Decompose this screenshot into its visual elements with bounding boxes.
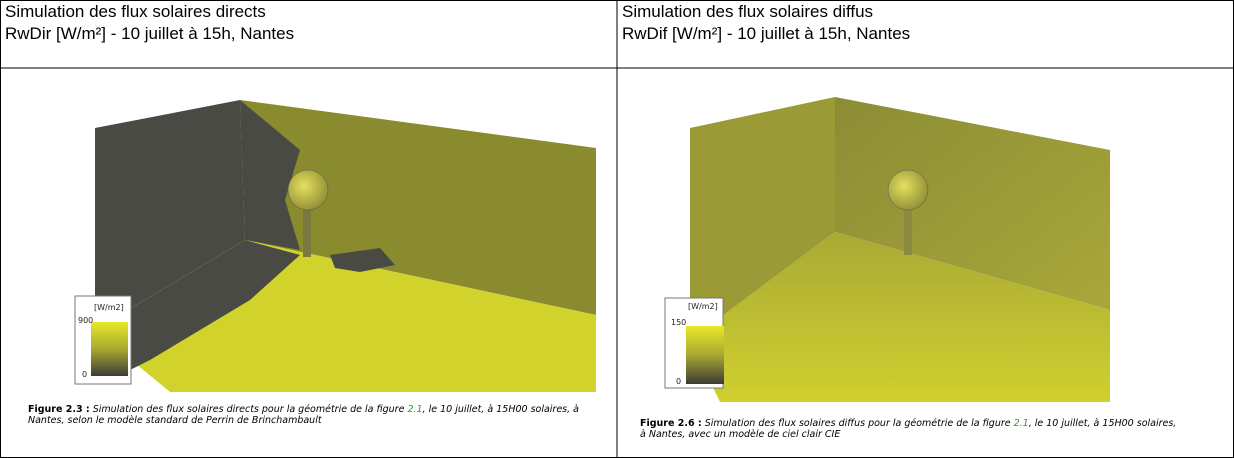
legend-max: 900 — [78, 316, 93, 325]
caption-text: Simulation des flux solaires directs pou… — [93, 404, 408, 415]
legend-min: 0 — [676, 377, 681, 386]
document-table — [0, 0, 1234, 458]
caption-label: Figure 2.6 : — [640, 418, 702, 429]
legend-min: 0 — [82, 370, 87, 379]
legend-unit: [W/m2] — [688, 302, 718, 311]
caption-ref[interactable]: 2.1 — [407, 404, 422, 415]
figure-caption: Figure 2.3 : Simulation des flux solaire… — [28, 404, 588, 426]
cell-title: Simulation des flux solaires directs — [5, 2, 266, 22]
cell-subtitle: RwDir [W/m²] - 10 juillet à 15h, Nantes — [5, 24, 294, 44]
figure-caption: Figure 2.6 : Simulation des flux solaire… — [640, 418, 1180, 440]
cell-title: Simulation des flux solaires diffus — [622, 2, 873, 22]
caption-label: Figure 2.3 : — [28, 404, 90, 415]
legend-max: 150 — [671, 318, 686, 327]
cell-subtitle: RwDif [W/m²] - 10 juillet à 15h, Nantes — [622, 24, 910, 44]
caption-ref[interactable]: 2.1 — [1014, 418, 1029, 429]
legend-unit: [W/m2] — [94, 303, 124, 312]
scene-direct — [75, 100, 596, 392]
caption-text: Simulation des flux solaires diffus pour… — [705, 418, 1014, 429]
page: {"columns": [ {"title": "Simulation des … — [0, 0, 1234, 458]
scene-diffuse — [665, 97, 1110, 402]
